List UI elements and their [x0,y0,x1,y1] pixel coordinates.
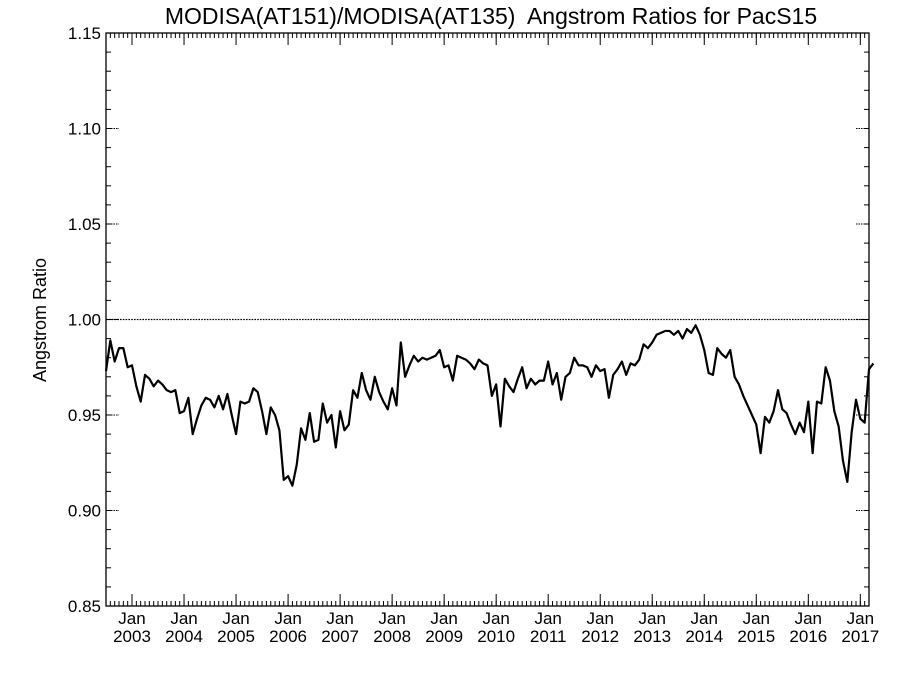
ytick-label: 1.10 [68,120,101,139]
xtick-label-year: 2006 [269,627,307,646]
xtick-label-month: Jan [326,609,353,628]
xtick-label-month: Jan [274,609,301,628]
xtick-label-month: Jan [639,609,666,628]
xtick-label-year: 2003 [113,627,151,646]
xtick-label-month: Jan [430,609,457,628]
x-tick-labels: Jan2003Jan2004Jan2005Jan2006Jan2007Jan20… [113,609,879,646]
xtick-label-year: 2016 [789,627,827,646]
xtick-label-year: 2010 [477,627,515,646]
xtick-label-year: 2007 [321,627,359,646]
xtick-label-year: 2004 [165,627,203,646]
xtick-label-year: 2009 [425,627,463,646]
ytick-label: 0.95 [68,406,101,425]
series-line [104,324,875,487]
xtick-label-year: 2012 [581,627,619,646]
xtick-label-year: 2013 [633,627,671,646]
ytick-label: 1.00 [68,311,101,330]
xtick-label-month: Jan [118,609,145,628]
ytick-label: 0.85 [68,597,101,616]
axis-ticks [105,32,870,607]
xtick-label-month: Jan [534,609,561,628]
ytick-label: 1.15 [68,24,101,43]
xtick-label-year: 2017 [841,627,879,646]
xtick-label-month: Jan [587,609,614,628]
xtick-label-month: Jan [743,609,770,628]
xtick-label-month: Jan [222,609,249,628]
ytick-label: 0.90 [68,502,101,521]
xtick-label-year: 2008 [373,627,411,646]
xtick-label-month: Jan [378,609,405,628]
xtick-label-month: Jan [847,609,874,628]
xtick-label-month: Jan [691,609,718,628]
xtick-label-year: 2005 [217,627,255,646]
xtick-label-year: 2015 [737,627,775,646]
xtick-label-month: Jan [795,609,822,628]
y-tick-labels: 0.85 0.90 0.95 1.00 1.05 1.10 1.15 [68,24,101,616]
y-axis-label: Angstrom Ratio [30,258,50,382]
chart-title: MODISA(AT151)/MODISA(AT135) Angstrom Rat… [165,3,817,29]
xtick-label-month: Jan [482,609,509,628]
xtick-label-month: Jan [170,609,197,628]
xtick-label-year: 2014 [685,627,723,646]
xtick-label-year: 2011 [530,627,567,646]
ytick-label: 1.05 [68,215,101,234]
